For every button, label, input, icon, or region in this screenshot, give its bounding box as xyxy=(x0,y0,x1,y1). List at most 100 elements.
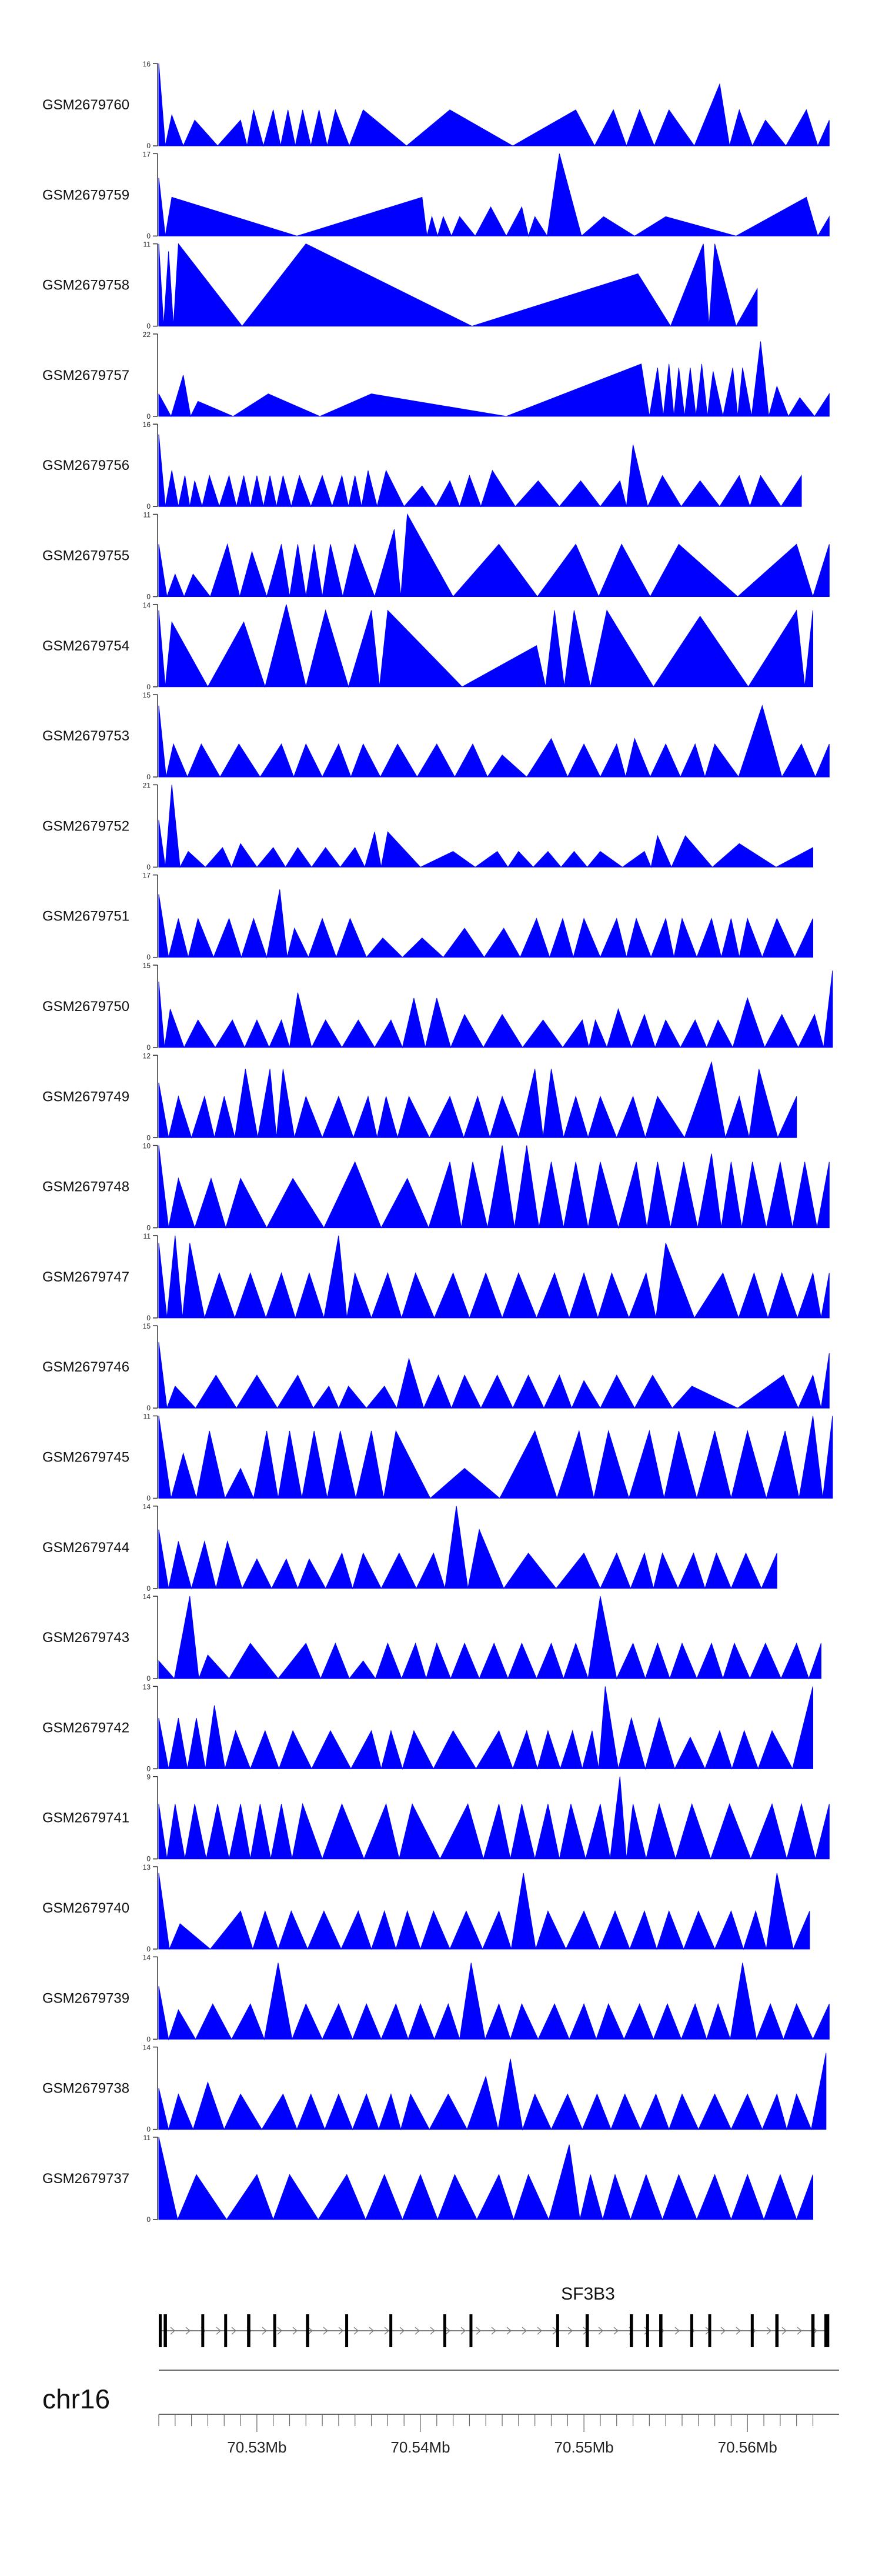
track-label: GSM2679754 xyxy=(42,638,129,654)
coverage-area xyxy=(158,1506,777,1590)
y-tick-label-zero: 0 xyxy=(146,412,151,421)
y-tick-label-max: 15 xyxy=(143,1322,151,1330)
y-tick-label-zero: 0 xyxy=(146,773,151,781)
exon xyxy=(201,2314,205,2347)
coverage-area xyxy=(158,341,830,418)
axis-ticks: 70.53Mb 70.54Mb 70.55Mb 70.56Mb xyxy=(158,2414,814,2456)
coverage-area xyxy=(158,1873,810,1950)
strand-arrow xyxy=(674,2327,680,2335)
strand-arrow xyxy=(369,2327,374,2335)
track-label: GSM2679743 xyxy=(42,1630,129,1646)
coverage-area xyxy=(158,1342,830,1409)
gene-model xyxy=(159,2314,830,2347)
axis-tick-label: 70.53Mb xyxy=(227,2438,286,2456)
track-label: GSM2679744 xyxy=(42,1540,129,1556)
strand-arrow xyxy=(491,2327,496,2335)
y-tick-label-zero: 0 xyxy=(146,1404,151,1412)
track-label: GSM2679738 xyxy=(42,2081,129,2097)
strand-arrow xyxy=(736,2327,741,2335)
strand-arrow xyxy=(460,2327,466,2335)
y-tick-label-max: 16 xyxy=(143,60,151,68)
y-tick-label-max: 14 xyxy=(143,2044,151,2052)
strand-arrow xyxy=(415,2327,420,2335)
y-tick-label-zero: 0 xyxy=(146,2215,151,2224)
exon xyxy=(659,2314,663,2347)
y-tick-label-max: 10 xyxy=(143,1142,151,1150)
y-tick-label-max: 11 xyxy=(143,241,151,249)
y-tick-label-max: 22 xyxy=(143,331,151,339)
strand-arrow xyxy=(613,2327,619,2335)
strand-arrow xyxy=(353,2327,359,2335)
strand-arrow xyxy=(797,2327,802,2335)
track-GSM2679737: GSM2679737 11 0 xyxy=(42,2134,813,2224)
strand-arrow xyxy=(781,2327,787,2335)
track-label: GSM2679751 xyxy=(42,909,129,925)
exon xyxy=(775,2314,779,2347)
y-tick-label-max: 11 xyxy=(143,1232,151,1240)
y-tick-label-zero: 0 xyxy=(146,2035,151,2043)
y-tick-label-max: 21 xyxy=(143,781,151,789)
track-GSM2679744: GSM2679744 14 0 xyxy=(42,1503,777,1593)
strand-arrow xyxy=(308,2327,313,2335)
gene-label: SF3B3 xyxy=(561,2284,615,2304)
track-GSM2679741: GSM2679741 9 0 xyxy=(42,1773,830,1863)
track-label: GSM2679737 xyxy=(42,2171,129,2187)
axis-tick-label: 70.55Mb xyxy=(554,2438,614,2456)
coverage-area xyxy=(158,889,813,959)
genome-axis: chr16 70.53Mb 70.54Mb 70.55Mb 70.56Mb xyxy=(42,2370,839,2456)
exon xyxy=(247,2314,250,2347)
exon xyxy=(750,2314,754,2347)
y-tick-label-zero: 0 xyxy=(146,683,151,691)
track-label: GSM2679755 xyxy=(42,548,129,564)
coverage-area xyxy=(158,2053,827,2131)
exon xyxy=(273,2314,276,2347)
exon xyxy=(224,2314,228,2347)
y-tick-label-max: 14 xyxy=(143,1953,151,1961)
exon xyxy=(556,2314,559,2347)
y-tick-label-zero: 0 xyxy=(146,863,151,871)
coverage-area xyxy=(158,1776,830,1860)
exon xyxy=(306,2314,309,2347)
track-label: GSM2679758 xyxy=(42,278,129,293)
exon xyxy=(824,2314,830,2347)
exon xyxy=(646,2314,649,2347)
track-label: GSM2679741 xyxy=(42,1810,129,1826)
track-GSM2679754: GSM2679754 14 0 xyxy=(42,601,813,691)
strand-arrow xyxy=(231,2327,236,2335)
strand-arrow xyxy=(598,2327,603,2335)
track-GSM2679751: GSM2679751 17 0 xyxy=(42,872,813,962)
strand-arrow xyxy=(506,2327,512,2335)
strand-arrow xyxy=(766,2327,771,2335)
y-tick-label-zero: 0 xyxy=(146,1674,151,1683)
strand-arrow xyxy=(170,2327,175,2335)
strand-arrow xyxy=(522,2327,527,2335)
track-GSM2679746: GSM2679746 15 0 xyxy=(42,1322,830,1412)
coverage-area xyxy=(158,970,833,1049)
track-label: GSM2679746 xyxy=(42,1359,129,1375)
y-tick-label-zero: 0 xyxy=(146,1133,151,1142)
y-tick-label-max: 12 xyxy=(143,1052,151,1060)
track-GSM2679750: GSM2679750 15 0 xyxy=(42,962,833,1052)
axis-tick-label: 70.56Mb xyxy=(718,2438,777,2456)
coverage-area xyxy=(158,243,758,327)
strand-arrow xyxy=(216,2327,221,2335)
exon xyxy=(159,2314,162,2347)
track-label: GSM2679747 xyxy=(42,1269,129,1285)
y-tick-label-max: 13 xyxy=(143,1863,151,1871)
exon xyxy=(163,2314,167,2347)
y-tick-label-zero: 0 xyxy=(146,232,151,240)
y-tick-label-max: 11 xyxy=(143,511,151,519)
y-tick-label-zero: 0 xyxy=(146,502,151,510)
track-label: GSM2679750 xyxy=(42,999,129,1015)
coverage-area xyxy=(158,1235,830,1319)
y-tick-label-max: 17 xyxy=(143,872,151,880)
track-label: GSM2679752 xyxy=(42,818,129,834)
track-GSM2679743: GSM2679743 14 0 xyxy=(42,1593,821,1683)
exon xyxy=(708,2314,711,2347)
axis-tick-label: 70.54Mb xyxy=(390,2438,450,2456)
coverage-area xyxy=(158,154,830,238)
track-GSM2679760: GSM2679760 16 0 xyxy=(42,60,830,150)
track-GSM2679756: GSM2679756 16 0 xyxy=(42,421,802,510)
